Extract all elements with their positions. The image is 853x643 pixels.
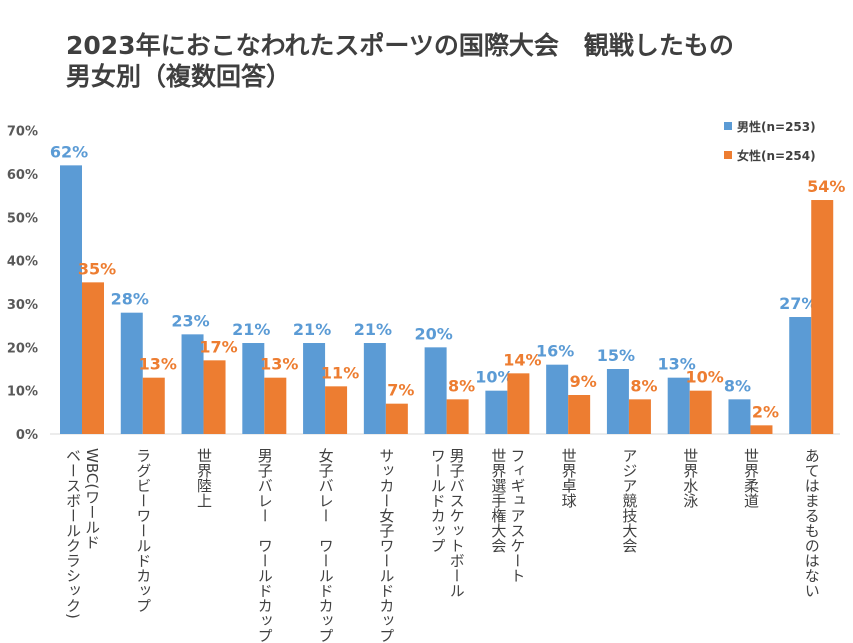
chart-title-line2: 男女別（複数回答） — [66, 62, 292, 91]
data-label-female: 54% — [807, 177, 845, 196]
y-tick-label: 50% — [7, 211, 38, 226]
bar-male — [424, 347, 447, 434]
data-label-male: 21% — [293, 320, 331, 339]
data-label-male: 21% — [354, 320, 392, 339]
data-label-male: 20% — [414, 324, 452, 343]
bar-female — [628, 399, 651, 434]
x-tick-label: 世界陸上 — [195, 448, 214, 508]
data-label-female: 8% — [630, 376, 657, 395]
legend-label-male: 男性(n=253) — [737, 119, 816, 134]
bar-female — [507, 373, 530, 434]
y-tick-label: 20% — [7, 341, 38, 356]
x-tick-label: 女子バレー ワールドカップ — [316, 448, 335, 643]
y-tick-label: 40% — [7, 255, 38, 270]
x-tick-label: 男子バレー ワールドカップ — [255, 448, 274, 643]
bar-male — [728, 399, 751, 434]
data-label-female: 8% — [448, 376, 475, 395]
chart-title-line1: 2023年におこなわれたスポーツの国際大会 観戦したもの — [66, 31, 734, 60]
bar-female — [568, 395, 591, 434]
x-tick-label: アジア競技大会 — [620, 448, 639, 553]
data-label-female: 14% — [503, 350, 541, 369]
data-label-female: 17% — [199, 337, 237, 356]
x-tick-label: サッカー女子ワールドカップ — [377, 448, 396, 643]
x-tick-label: あてはまるものはない — [802, 448, 821, 598]
bar-female — [264, 377, 287, 434]
data-label-female: 7% — [387, 381, 414, 400]
data-label-female: 9% — [570, 372, 597, 391]
legend-swatch-female — [724, 151, 732, 159]
data-label-male: 23% — [171, 311, 209, 330]
y-tick-label: 60% — [7, 168, 38, 183]
x-tick-label: 世界柔道 — [741, 448, 760, 508]
bar-male — [303, 343, 326, 434]
bar-female — [142, 377, 165, 434]
bar-male — [606, 369, 629, 434]
bar-female — [811, 200, 834, 434]
data-label-female: 2% — [752, 402, 779, 421]
x-tick-label: ラグビーワールドカップ — [134, 448, 153, 613]
bar-male — [60, 165, 82, 434]
bar-female — [325, 386, 348, 434]
y-tick-label: 10% — [7, 385, 38, 400]
x-tick-label: WBC(ワールド ベースボールクラシック) — [64, 448, 101, 619]
x-tick-label: 世界卓球 — [559, 448, 578, 508]
chart-title: 2023年におこなわれたスポーツの国際大会 観戦したもの 男女別（複数回答） — [66, 30, 826, 92]
bar-female — [446, 399, 469, 434]
bar-female — [82, 282, 104, 434]
bar-female — [385, 403, 408, 434]
data-label-female: 13% — [139, 355, 177, 374]
data-label-male: 21% — [232, 320, 270, 339]
bar-female — [750, 425, 773, 434]
x-tick-label: フィギュアスケート 世界選手権大会 — [489, 448, 527, 583]
y-tick-label: 70% — [7, 125, 38, 140]
legend-swatch-male — [724, 122, 732, 130]
y-tick-label: 30% — [7, 298, 38, 313]
data-label-male: 15% — [597, 346, 635, 365]
data-label-male: 28% — [111, 290, 149, 309]
bar-male — [546, 364, 569, 434]
data-label-female: 13% — [260, 355, 298, 374]
data-label-male: 8% — [724, 376, 751, 395]
x-tick-label: 世界水泳 — [681, 448, 700, 508]
y-tick-label: 0% — [16, 428, 38, 443]
legend-label-female: 女性(n=254) — [737, 148, 816, 163]
bar-male — [120, 312, 143, 434]
data-label-male: 10% — [475, 368, 513, 387]
bar-male — [181, 334, 204, 434]
bar-male — [242, 343, 265, 434]
data-label-male: 13% — [658, 355, 696, 374]
bar-male — [485, 390, 508, 434]
data-label-male: 27% — [779, 294, 817, 313]
bar-male — [363, 343, 386, 434]
bar-female — [203, 360, 226, 434]
bar-male — [789, 317, 812, 434]
data-label-male: 62% — [50, 142, 88, 161]
data-label-male: 16% — [536, 342, 574, 361]
data-label-female: 10% — [686, 368, 724, 387]
x-tick-label: 男子バスケットボール ワールドカップ — [428, 448, 466, 598]
data-label-female: 11% — [321, 363, 359, 382]
bar-male — [667, 377, 690, 434]
bar-female — [689, 390, 712, 434]
data-label-female: 35% — [78, 259, 116, 278]
